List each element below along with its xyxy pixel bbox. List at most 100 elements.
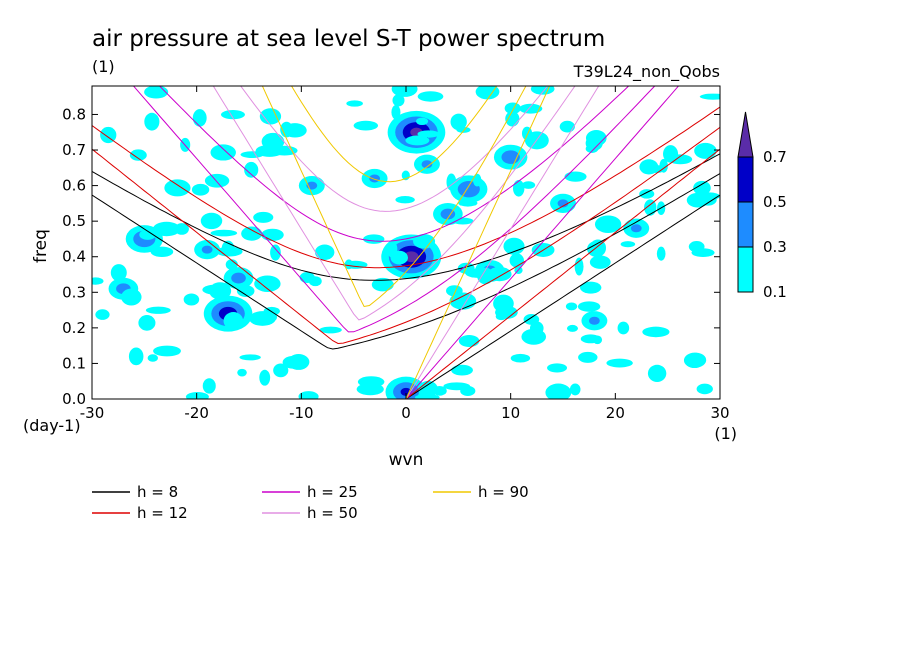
contour-speckle (225, 259, 238, 270)
contour-speckle (510, 353, 531, 363)
contour-speckle (192, 109, 207, 127)
contour-speckle (371, 277, 394, 292)
contour-speckle (298, 391, 319, 399)
curve-h25-n0 (132, 86, 656, 333)
curve-h8-n0 (92, 173, 720, 350)
contour-speckle (314, 244, 335, 260)
contour-max-5-level-1 (457, 180, 480, 198)
contour-speckle (92, 277, 104, 285)
contour-max-8-level-1 (440, 208, 456, 220)
contour-speckle (185, 391, 209, 399)
contour-speckle (391, 86, 418, 97)
contour-speckle (139, 229, 157, 240)
contour-speckle (620, 241, 636, 248)
contour-speckle (241, 226, 263, 241)
contour-speckle (283, 123, 307, 138)
colorbar-label: 0.7 (763, 148, 787, 166)
colorbar-arrow (737, 111, 754, 158)
contour-speckle (477, 267, 494, 285)
contour-speckle (529, 321, 544, 335)
contour-speckle (363, 234, 385, 244)
contour-speckle (319, 326, 342, 334)
contour-speckle (144, 112, 160, 131)
y-tick-label: 0.1 (62, 354, 86, 372)
contour-speckle (574, 257, 584, 276)
contour-speckle (299, 271, 315, 284)
contour-speckle (432, 385, 447, 396)
contour-speckle (261, 228, 284, 242)
contour-max-9-level-1 (369, 174, 380, 183)
contour-speckle (346, 100, 363, 107)
contour-speckle (566, 324, 579, 332)
curve-h12-n1 (92, 106, 720, 269)
contour-speckle (512, 180, 525, 197)
contour-speckle (458, 335, 480, 347)
contour-speckle (450, 113, 467, 131)
experiment-label: T39L24_non_Qobs (573, 62, 720, 82)
colorbar-label: 0.3 (763, 238, 787, 256)
contour-speckle (164, 179, 191, 197)
contour-speckle (688, 241, 705, 253)
contour-speckle (183, 293, 200, 306)
legend-label: h = 12 (137, 504, 188, 522)
contour-speckle (589, 255, 611, 269)
y-tick-label: 0.8 (62, 105, 86, 123)
curve-h8-kelvin (405, 194, 720, 399)
contour-speckle (594, 215, 622, 234)
contour-speckle (644, 199, 657, 216)
contour-speckle (356, 383, 384, 396)
contour-speckle (240, 151, 264, 159)
curve-h12-kelvin (405, 148, 720, 399)
contour-speckle (656, 246, 666, 261)
contour-speckle (458, 199, 478, 207)
contour-speckle (254, 275, 281, 292)
colorbar: 0.1 0.3 0.5 0.7 (737, 111, 787, 301)
contour-max-17-level-1 (589, 316, 600, 325)
contour-speckle (642, 326, 670, 338)
curve-h12-n0 (92, 126, 720, 345)
dispersion-curves (92, 86, 720, 399)
contour-speckle (417, 91, 444, 102)
contour-speckle (249, 311, 276, 326)
contour-speckle (390, 250, 408, 265)
contour-speckle (191, 183, 210, 196)
contour-speckle (487, 266, 512, 282)
contour-speckle (639, 189, 655, 199)
curve-h25-kelvin (405, 86, 680, 399)
y-axis: 0.0 0.1 0.2 0.3 0.4 0.5 0.6 0.7 0.8 (62, 105, 720, 408)
x-axis: -30 -20 -10 0 10 20 30 (80, 86, 730, 422)
curve-h90-n1 (290, 86, 498, 183)
contour-speckle (699, 193, 717, 206)
curve-h50-n1 (240, 86, 549, 212)
x-tick-label: 30 (710, 404, 729, 422)
contour-speckle (668, 154, 693, 165)
contour-speckle (287, 353, 310, 370)
contour-max-10-level-1 (557, 199, 569, 208)
contour-speckle (210, 144, 236, 161)
curve-h8-n1 (92, 153, 720, 281)
contour-speckle (565, 302, 578, 311)
contour-max-15-level-1 (630, 224, 642, 233)
contour-speckle (547, 363, 568, 373)
contour-speckle (223, 312, 244, 330)
contour-speckle (100, 126, 117, 144)
contour-speckle (521, 181, 536, 189)
contour-speckle (475, 86, 500, 100)
contour-speckle (259, 108, 282, 125)
curve-h50-kelvin (405, 86, 600, 399)
contour-speckle (237, 368, 247, 377)
contour-speckle (138, 315, 156, 331)
contour-speckle (210, 229, 238, 237)
contour-speckle (503, 237, 525, 255)
contour-speckle (683, 352, 706, 369)
y-tick-label: 0.4 (62, 248, 86, 266)
contour-speckle (270, 244, 281, 261)
legend-label: h = 25 (307, 483, 358, 501)
legend-label: h = 90 (478, 483, 529, 501)
contour-speckle (144, 86, 169, 99)
colorbar-label: 0.5 (763, 193, 787, 211)
legend-label: h = 8 (137, 483, 178, 501)
contour-speckle (200, 212, 223, 230)
legend: h = 8 h = 12 h = 25 h = 50 h = 90 (92, 483, 529, 522)
curve-h50-n0 (212, 86, 576, 321)
